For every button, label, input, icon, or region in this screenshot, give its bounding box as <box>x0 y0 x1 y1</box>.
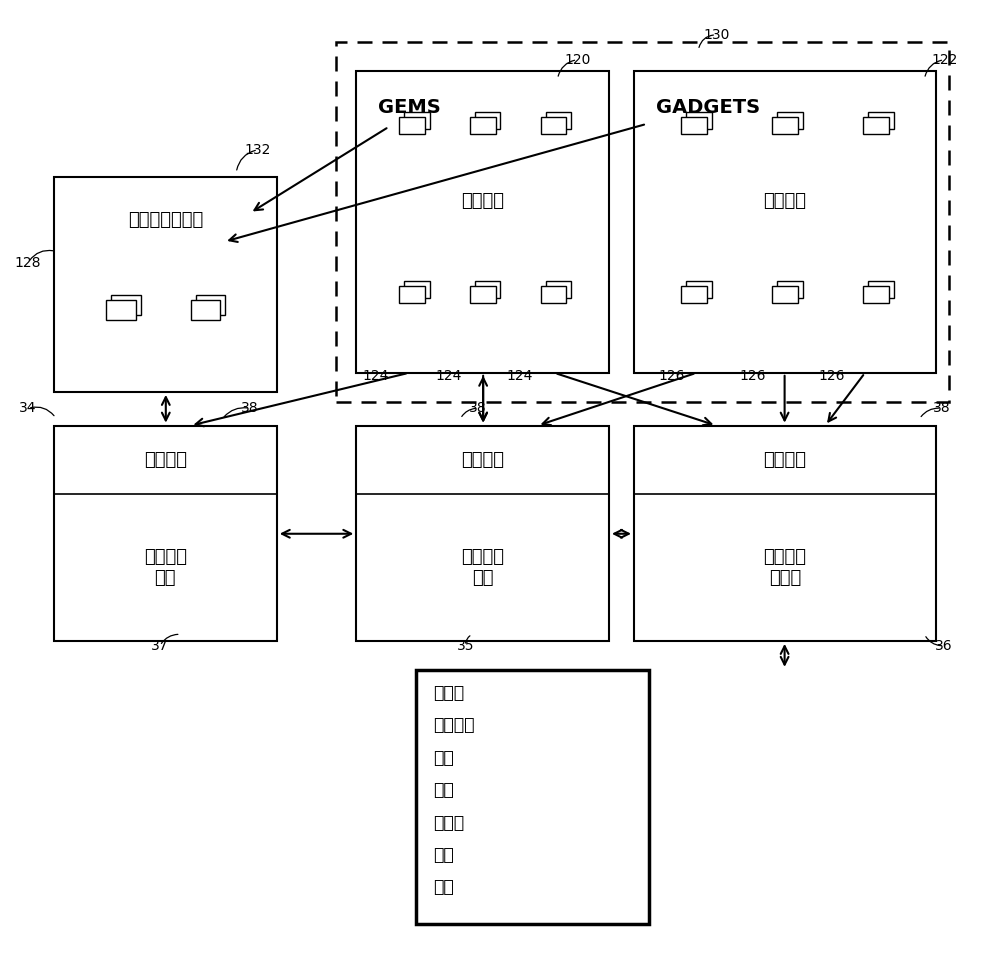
Text: 默认值: 默认值 <box>434 813 465 832</box>
Text: 38: 38 <box>932 401 950 415</box>
Text: 38: 38 <box>241 401 259 415</box>
Text: 标签: 标签 <box>434 781 454 799</box>
Bar <box>541 286 566 303</box>
Text: 124: 124 <box>363 369 389 383</box>
Text: 126: 126 <box>818 369 844 383</box>
Bar <box>470 286 496 303</box>
Bar <box>106 300 136 320</box>
Bar <box>777 112 803 129</box>
Bar <box>191 300 220 320</box>
Text: 130: 130 <box>703 28 729 42</box>
Text: 配置表单: 配置表单 <box>461 192 504 210</box>
Text: 配置表单: 配置表单 <box>764 192 807 210</box>
Bar <box>475 281 500 298</box>
Bar <box>868 281 894 298</box>
Bar <box>772 117 798 134</box>
Text: 配置表单
编辑器: 配置表单 编辑器 <box>764 549 807 587</box>
Text: 用户显示仪表盘: 用户显示仪表盘 <box>128 211 203 229</box>
Bar <box>475 112 500 129</box>
Text: 36: 36 <box>934 639 952 653</box>
Bar <box>54 426 277 641</box>
Bar <box>772 286 798 303</box>
Bar <box>634 426 936 641</box>
Text: 124: 124 <box>507 369 533 383</box>
Text: 规则集: 规则集 <box>434 684 465 701</box>
Text: 储存应用: 储存应用 <box>144 451 187 469</box>
Bar <box>404 112 430 129</box>
Bar <box>196 296 225 316</box>
Bar <box>111 296 141 316</box>
Bar <box>777 281 803 298</box>
Text: GEMS: GEMS <box>378 98 441 117</box>
Bar <box>681 117 707 134</box>
Text: 按鈕: 按鈕 <box>434 846 454 864</box>
Bar <box>54 177 277 392</box>
Bar <box>399 286 425 303</box>
Text: GADGETS: GADGETS <box>656 98 760 117</box>
Bar <box>863 117 889 134</box>
Text: 35: 35 <box>457 639 474 653</box>
Bar <box>868 112 894 129</box>
Text: 126: 126 <box>740 369 766 383</box>
Bar <box>356 426 609 641</box>
Bar <box>634 71 936 373</box>
Text: 配置表单
应用: 配置表单 应用 <box>144 549 187 587</box>
Text: 37: 37 <box>151 639 169 653</box>
Bar <box>356 71 609 373</box>
Text: 提示: 提示 <box>434 749 454 767</box>
Bar <box>863 286 889 303</box>
Text: 图形配置
应用: 图形配置 应用 <box>461 549 504 587</box>
Bar <box>416 669 649 923</box>
Text: 124: 124 <box>435 369 462 383</box>
Text: 132: 132 <box>245 143 271 156</box>
Text: 126: 126 <box>658 369 685 383</box>
Bar <box>546 281 571 298</box>
Text: 储存应用: 储存应用 <box>764 451 807 469</box>
Text: 120: 120 <box>564 53 591 67</box>
Text: 路径: 路径 <box>434 878 454 896</box>
Text: 128: 128 <box>15 256 41 270</box>
Bar <box>686 281 712 298</box>
Text: 122: 122 <box>931 53 957 67</box>
Bar <box>681 286 707 303</box>
Bar <box>336 43 949 402</box>
Text: 34: 34 <box>19 401 37 415</box>
Bar <box>470 117 496 134</box>
Bar <box>686 112 712 129</box>
Bar <box>541 117 566 134</box>
Bar <box>546 112 571 129</box>
Bar <box>399 117 425 134</box>
Bar <box>404 281 430 298</box>
Text: 条目类型: 条目类型 <box>434 716 475 734</box>
Text: 38: 38 <box>469 401 487 415</box>
Text: 储存应用: 储存应用 <box>461 451 504 469</box>
